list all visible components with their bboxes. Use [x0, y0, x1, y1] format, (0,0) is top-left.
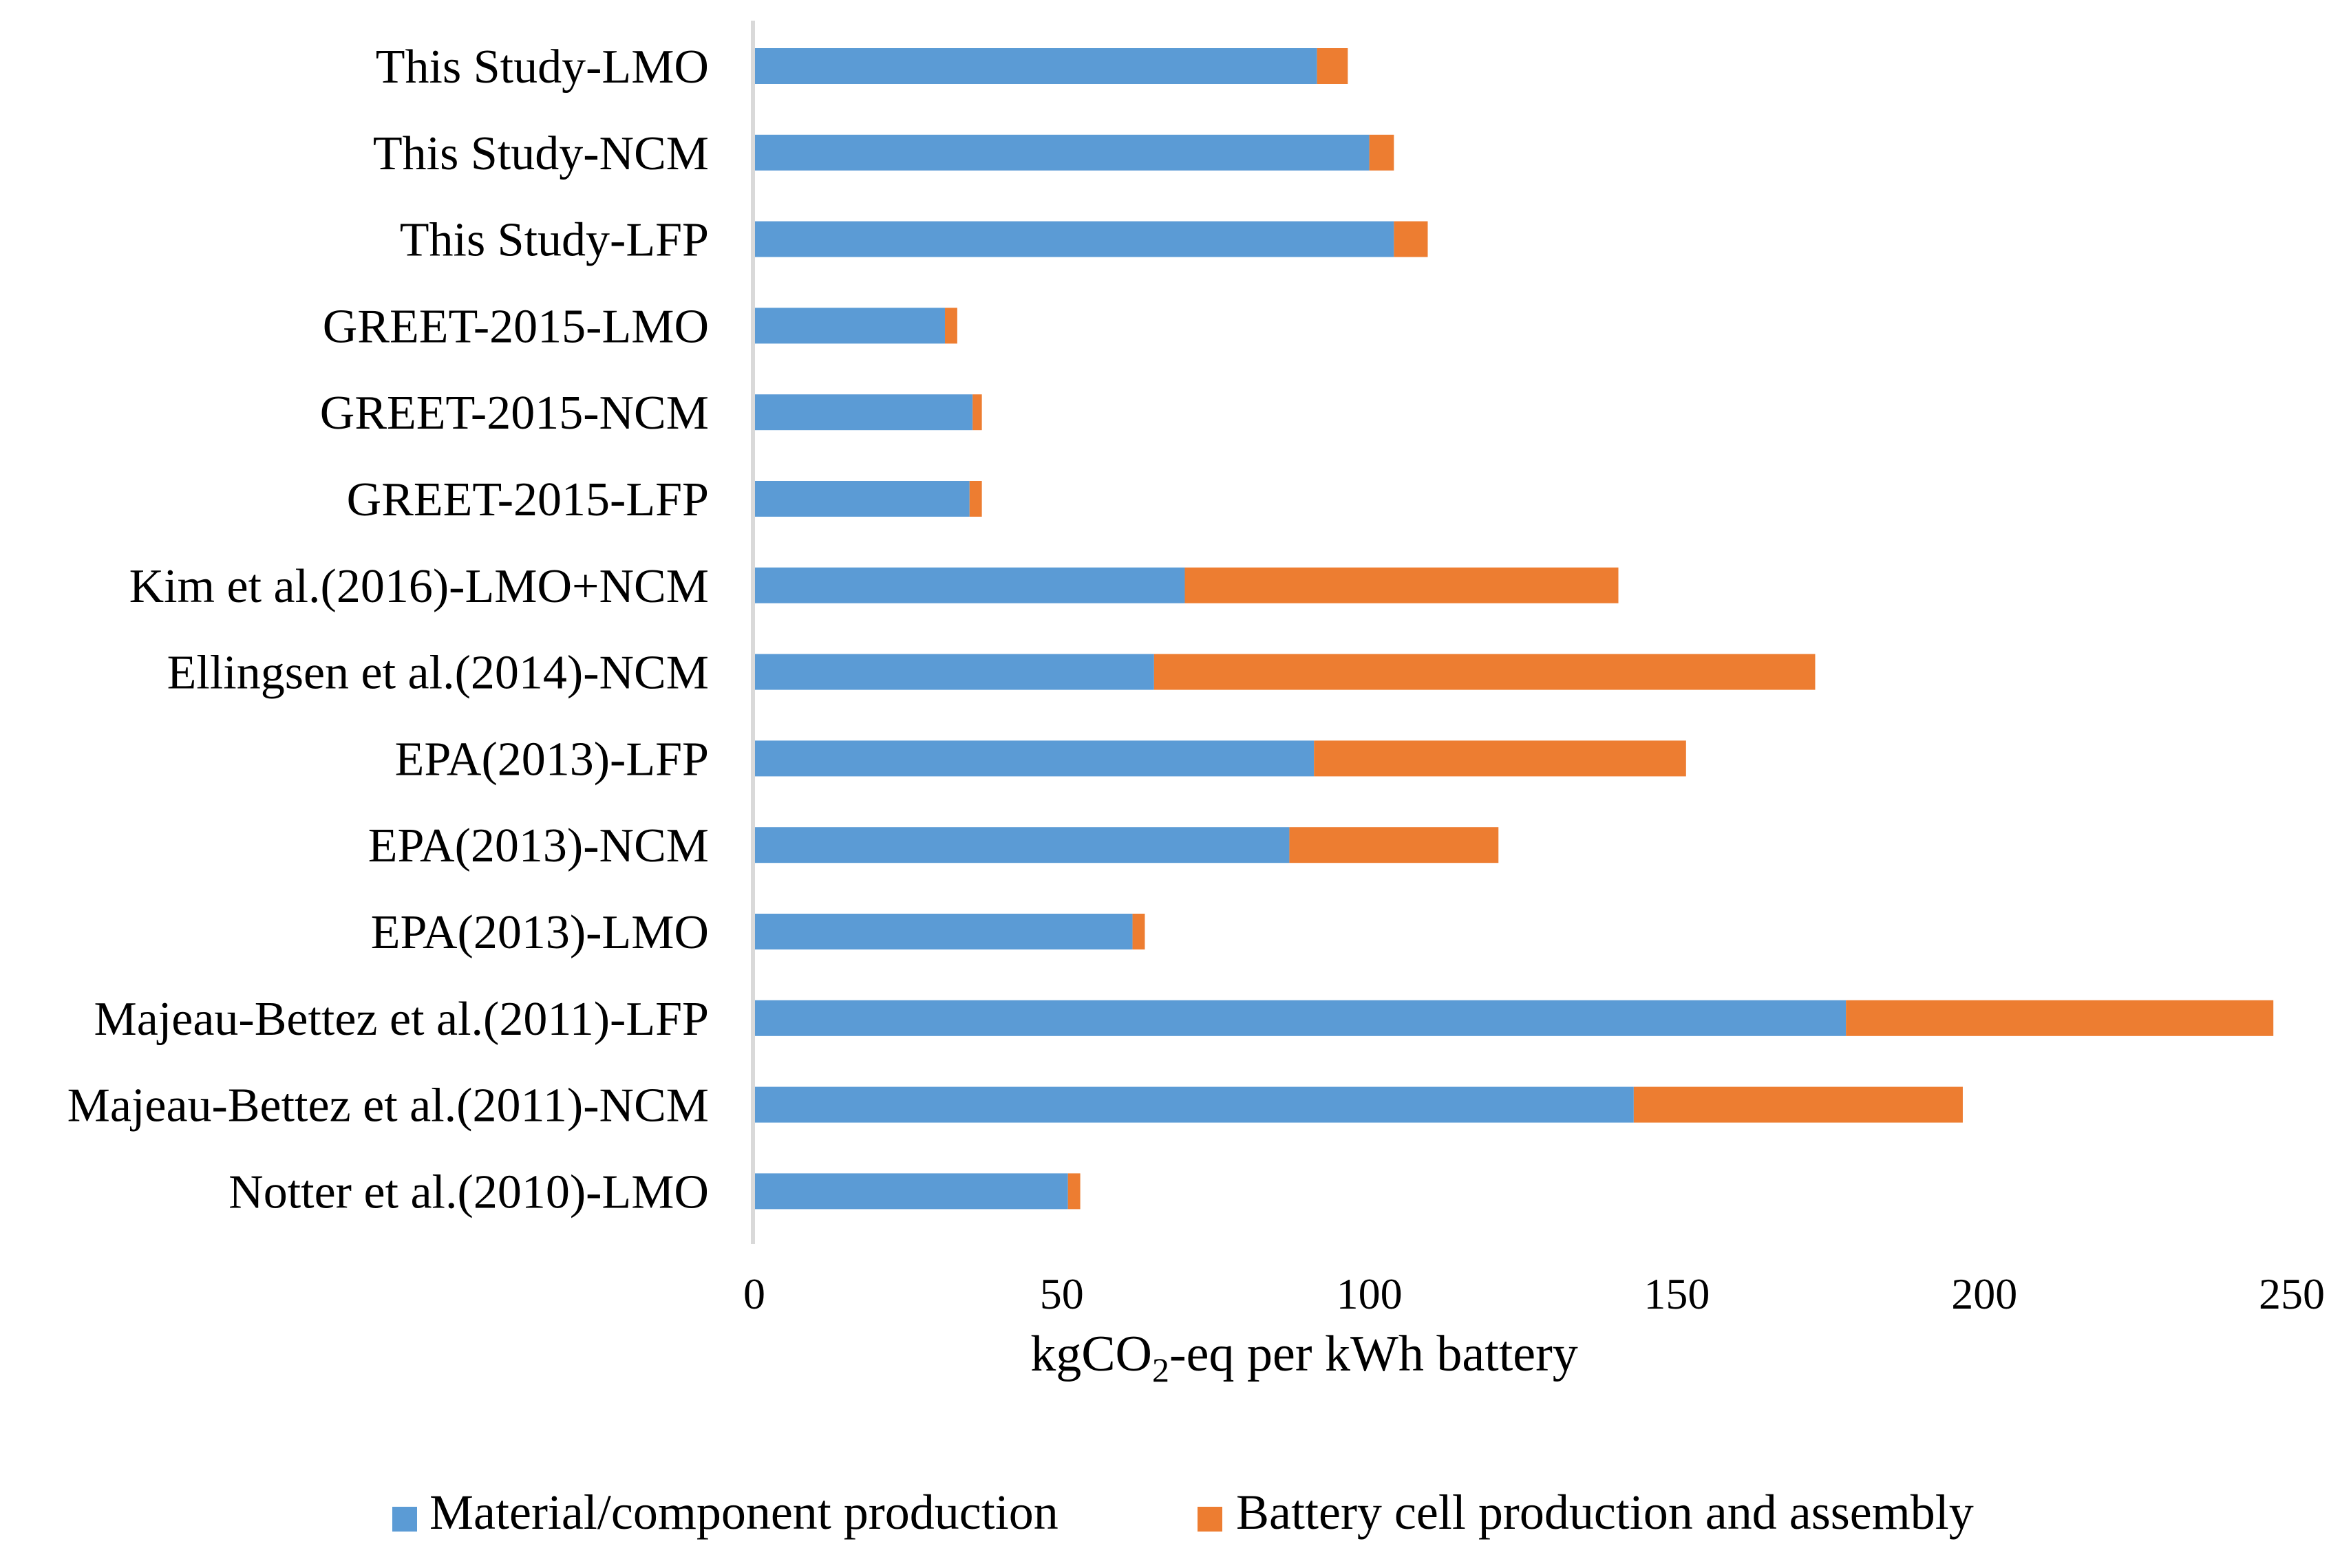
bar-material-production — [754, 1086, 1634, 1123]
legend-label: Battery cell production and assembly — [1236, 1485, 1974, 1540]
bar-material-production — [754, 221, 1394, 257]
bar-material-production — [754, 827, 1290, 863]
category-label: Kim et al.(2016)-LMO+NCM — [129, 560, 709, 613]
x-tick-label: 100 — [1337, 1269, 1403, 1318]
legend-swatch — [392, 1507, 417, 1532]
legend: Material/component production Battery cel… — [392, 1485, 1974, 1540]
x-axis-title-rest: -eq per kWh battery — [1169, 1326, 1578, 1382]
bar-material-production — [754, 914, 1133, 949]
bar-cell-production-assembly — [1132, 914, 1145, 949]
category-label: EPA(2013)-NCM — [368, 819, 709, 872]
bar-material-production — [754, 654, 1154, 690]
category-label: This Study-NCM — [373, 127, 709, 180]
bar-cell-production-assembly — [1317, 48, 1348, 84]
bar-material-production — [754, 308, 946, 344]
x-axis-title-main: kgCO — [1030, 1326, 1152, 1382]
bar-cell-production-assembly — [1314, 740, 1686, 777]
bar-material-production — [754, 48, 1317, 84]
category-label: EPA(2013)-LMO — [371, 906, 709, 959]
category-label: This Study-LMO — [376, 41, 709, 94]
legend-item-material-production: Material/component production — [392, 1485, 1059, 1540]
bar-material-production — [754, 134, 1370, 171]
bar-material-production — [754, 481, 970, 517]
x-axis-title: kgCO2-eq per kWh battery — [1030, 1326, 1578, 1389]
category-label: This Study-LFP — [400, 214, 709, 267]
bars-layer — [754, 48, 2274, 1210]
bar-cell-production-assembly — [1289, 827, 1499, 863]
bar-material-production — [754, 567, 1185, 603]
bar-cell-production-assembly — [972, 394, 982, 431]
category-label: GREET-2015-NCM — [320, 387, 709, 440]
bar-cell-production-assembly — [1369, 134, 1394, 171]
x-tick-label: 50 — [1040, 1269, 1084, 1318]
bar-cell-production-assembly — [1846, 1000, 2274, 1036]
legend-label: Material/component production — [429, 1485, 1059, 1540]
bar-cell-production-assembly — [1633, 1086, 1963, 1123]
category-label: GREET-2015-LMO — [323, 300, 709, 353]
bar-cell-production-assembly — [969, 481, 982, 517]
bar-material-production — [754, 394, 973, 431]
legend-item-cell-production-assembly: Battery cell production and assembly — [1198, 1485, 1974, 1540]
bar-cell-production-assembly — [1067, 1173, 1081, 1210]
x-tick-label: 150 — [1643, 1269, 1710, 1318]
bar-material-production — [754, 1173, 1068, 1210]
x-tick-label: 200 — [1951, 1269, 2017, 1318]
category-label: Majeau-Bettez et al.(2011)-NCM — [67, 1080, 709, 1132]
bar-material-production — [754, 1000, 1847, 1036]
bar-material-production — [754, 740, 1315, 777]
category-label: Ellingsen et al.(2014)-NCM — [167, 647, 709, 700]
x-tick-label: 250 — [2259, 1269, 2325, 1318]
category-label: EPA(2013)-LFP — [395, 733, 709, 786]
bar-cell-production-assembly — [1153, 654, 1816, 690]
category-labels: This Study-LMO This Study-NCM This Study-L… — [67, 41, 709, 1218]
x-tick-labels: 0 50 100 150 200 250 — [743, 1269, 2325, 1318]
bar-cell-production-assembly — [945, 308, 957, 344]
bar-cell-production-assembly — [1394, 221, 1428, 257]
category-label: GREET-2015-LFP — [347, 473, 709, 526]
category-label: Majeau-Bettez et al.(2011)-LFP — [94, 993, 710, 1046]
category-label: Notter et al.(2010)-LMO — [228, 1166, 709, 1218]
legend-swatch — [1198, 1507, 1222, 1532]
x-axis-title-subscript: 2 — [1152, 1351, 1169, 1389]
x-tick-label: 0 — [743, 1269, 765, 1318]
bar-cell-production-assembly — [1184, 567, 1619, 603]
